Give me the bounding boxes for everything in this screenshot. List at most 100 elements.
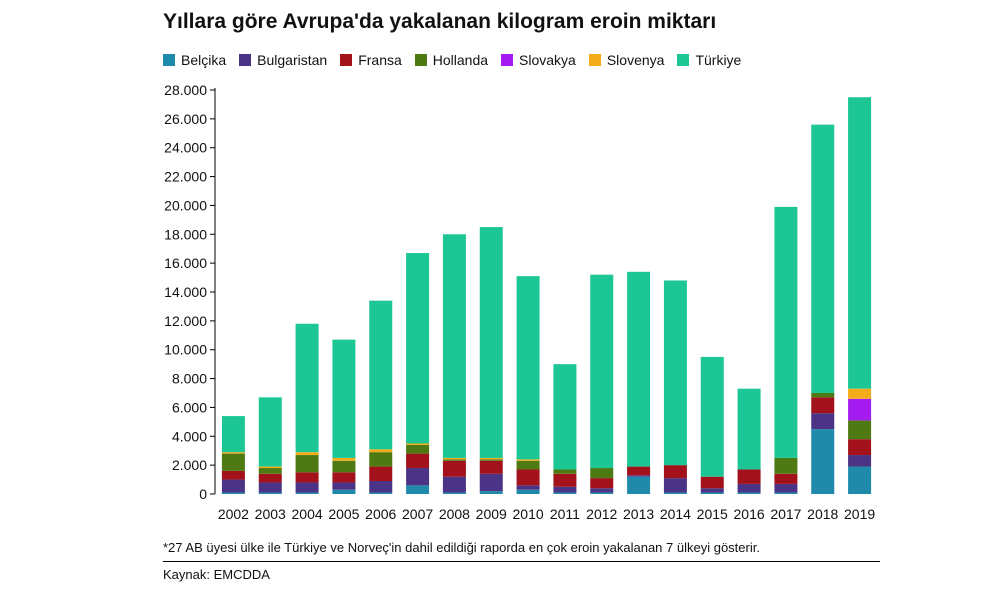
bar-segment xyxy=(774,206,798,458)
x-tick-label: 2019 xyxy=(844,506,875,522)
legend-item: Slovakya xyxy=(501,52,576,68)
y-tick-label: 18.000 xyxy=(164,226,207,242)
bar-segment xyxy=(258,397,282,467)
bar-segment xyxy=(700,476,724,489)
bar-segment xyxy=(332,489,356,494)
bar-segment xyxy=(258,466,282,469)
y-tick-label: 12.000 xyxy=(164,313,207,329)
x-tick-label: 2003 xyxy=(255,506,286,522)
x-tick-label: 2002 xyxy=(218,506,249,522)
bar-segment xyxy=(295,452,319,456)
bar-segment xyxy=(848,439,872,456)
bar-segment xyxy=(663,465,687,479)
bar-segment xyxy=(406,468,430,486)
bar-segment xyxy=(442,460,466,477)
x-tick-label: 2004 xyxy=(292,506,323,522)
bar-segment xyxy=(590,274,614,469)
x-tick-label: 2015 xyxy=(697,506,728,522)
bar-segment xyxy=(627,271,651,467)
bar-segment xyxy=(221,453,245,471)
bar-segment xyxy=(221,416,245,453)
bar-segment xyxy=(737,483,761,493)
bar-segment xyxy=(516,276,540,460)
bar-segment xyxy=(663,478,687,493)
bar-segment xyxy=(700,356,724,477)
bar-segment xyxy=(295,455,319,473)
x-tick-label: 2006 xyxy=(365,506,396,522)
bar-segment xyxy=(442,492,466,494)
y-tick-label: 0 xyxy=(199,486,207,502)
x-tick-label: 2007 xyxy=(402,506,433,522)
bar-segment xyxy=(774,492,798,494)
legend-item: Slovenya xyxy=(588,52,665,68)
bar-segment xyxy=(221,452,245,454)
bar-segment xyxy=(406,444,430,454)
bar-segment xyxy=(774,473,798,484)
bar-segment xyxy=(479,457,503,460)
bar-segment xyxy=(479,491,503,494)
y-tick-label: 28.000 xyxy=(164,82,207,98)
legend-label: Slovenya xyxy=(606,52,665,68)
bar-segment xyxy=(332,460,356,473)
bar-segment xyxy=(700,492,724,494)
bar-segment xyxy=(811,429,835,494)
bar-segment xyxy=(369,300,393,450)
bar-segment xyxy=(811,124,835,393)
x-tick-label: 2013 xyxy=(623,506,654,522)
bar-segment xyxy=(553,486,577,493)
bar-segment xyxy=(811,393,835,398)
x-tick-label: 2009 xyxy=(476,506,507,522)
bar-segment xyxy=(406,485,430,494)
y-tick-label: 24.000 xyxy=(164,140,207,156)
bar-segment xyxy=(258,492,282,494)
bar-segment xyxy=(774,457,798,474)
x-tick-label: 2014 xyxy=(660,506,691,522)
bar-segment xyxy=(848,455,872,467)
x-tick-label: 2008 xyxy=(439,506,470,522)
bar-segment xyxy=(516,489,540,494)
footnote: *27 AB üyesi ülke ile Türkiye ve Norveç'… xyxy=(163,540,760,555)
bar-segment xyxy=(258,468,282,474)
y-tick-label: 16.000 xyxy=(164,255,207,271)
bar-segment xyxy=(516,469,540,486)
legend-label: Bulgaristan xyxy=(257,52,328,68)
bar-segment xyxy=(811,397,835,414)
bar-segment xyxy=(848,398,872,421)
legend-item: Bulgaristan xyxy=(239,52,327,68)
bar-segment xyxy=(737,492,761,494)
bar-segment xyxy=(590,478,614,489)
bar-segment xyxy=(295,492,319,494)
legend-swatch xyxy=(501,54,514,66)
x-tick-label: 2017 xyxy=(770,506,801,522)
legend-label: Hollanda xyxy=(432,52,489,68)
x-tick-label: 2012 xyxy=(586,506,617,522)
legend-swatch xyxy=(340,54,353,66)
bar-segment xyxy=(332,482,356,490)
bar-segment xyxy=(553,364,577,470)
legend-swatch xyxy=(588,54,601,66)
legend-label: Fransa xyxy=(358,52,402,68)
y-tick-label: 4.000 xyxy=(172,428,207,444)
bar-segment xyxy=(442,476,466,493)
bar-segment xyxy=(627,476,651,494)
bar-segment xyxy=(406,453,430,469)
bar-segment xyxy=(479,227,503,458)
bar-segment xyxy=(737,469,761,484)
bar-segment xyxy=(553,473,577,487)
legend: Belçika Bulgaristan Fransa Hollanda Slovakya… xyxy=(163,52,754,68)
bar-segment xyxy=(258,482,282,493)
bar-segment xyxy=(295,323,319,453)
bar-segment xyxy=(553,469,577,474)
source-credit: Kaynak: EMCDDA xyxy=(163,567,270,582)
bar-segment xyxy=(627,466,651,476)
bar-segment xyxy=(369,481,393,493)
bar-segment xyxy=(442,457,466,460)
bar-segment xyxy=(848,466,872,494)
bar-segment xyxy=(663,492,687,494)
bar-segment xyxy=(848,420,872,440)
bar-segment xyxy=(332,472,356,483)
bar-segment xyxy=(369,452,393,467)
bar-segment xyxy=(221,492,245,494)
bar-segment xyxy=(479,473,503,492)
bar-segment xyxy=(590,468,614,479)
